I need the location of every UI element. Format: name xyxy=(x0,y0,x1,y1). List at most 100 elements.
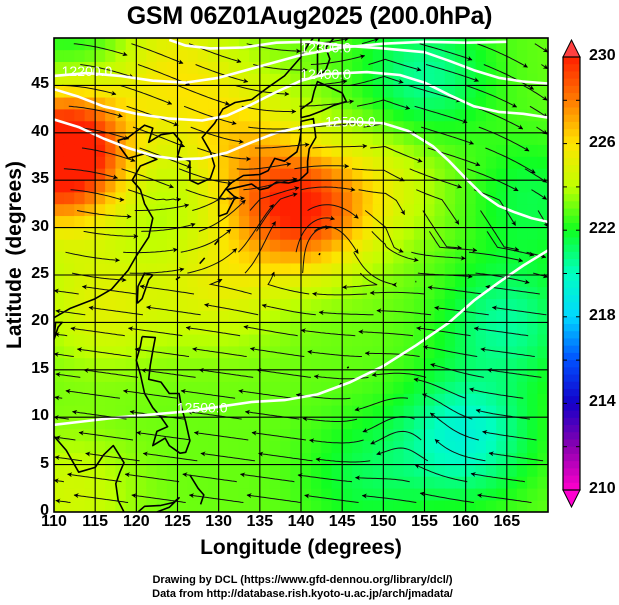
field-cell xyxy=(115,239,127,252)
field-cell xyxy=(331,488,343,501)
field-cell xyxy=(84,227,96,240)
field-cell xyxy=(166,452,178,465)
field-cell xyxy=(383,499,394,512)
field-cell xyxy=(537,179,548,193)
field-cell xyxy=(537,345,548,359)
field-cell xyxy=(290,120,302,134)
field-cell xyxy=(125,49,137,62)
field-cell xyxy=(455,203,466,217)
streamline xyxy=(246,493,302,503)
field-cell xyxy=(393,251,405,264)
field-cell xyxy=(465,262,477,276)
field-cell xyxy=(84,298,96,311)
field-cell xyxy=(527,73,539,86)
field-cell xyxy=(485,168,497,181)
field-cell xyxy=(94,405,106,418)
field-cell xyxy=(187,298,199,311)
field-cell xyxy=(74,108,86,122)
streamline xyxy=(261,303,316,316)
field-cell xyxy=(63,191,75,205)
field-cell xyxy=(393,215,405,228)
field-cell xyxy=(300,452,312,465)
field-cell xyxy=(321,227,333,240)
field-cell xyxy=(393,416,405,430)
field-cell xyxy=(115,61,127,74)
field-cell xyxy=(352,405,364,418)
field-cell xyxy=(63,73,75,86)
field-cell xyxy=(496,108,508,122)
field-cell xyxy=(290,168,302,181)
streamline xyxy=(141,222,196,232)
streamline xyxy=(534,43,548,53)
field-cell xyxy=(537,310,548,323)
field-cell xyxy=(475,144,487,157)
field-cell xyxy=(393,144,405,157)
colorbar-tick-label: 218 xyxy=(589,306,616,324)
field-cell xyxy=(537,333,548,347)
field-cell xyxy=(197,464,209,477)
field-cell xyxy=(331,286,343,299)
field-cell xyxy=(228,61,240,74)
field-cell xyxy=(341,357,353,371)
field-cell xyxy=(74,393,86,406)
field-cell xyxy=(465,179,477,193)
field-cell xyxy=(516,499,528,512)
field-cell xyxy=(496,405,508,418)
field-cell xyxy=(166,38,178,51)
field-cell xyxy=(372,476,384,489)
field-cell xyxy=(166,393,178,406)
streamline xyxy=(198,367,254,378)
field-cell xyxy=(413,38,425,51)
field-cell xyxy=(352,179,364,193)
streamline xyxy=(63,168,118,180)
field-cell xyxy=(156,345,168,359)
colorbar-segment xyxy=(563,136,580,145)
field-cell xyxy=(516,345,528,359)
field-cell xyxy=(341,274,353,288)
field-cell xyxy=(218,262,230,276)
streamline xyxy=(429,412,479,441)
field-cell xyxy=(125,156,137,169)
streamline xyxy=(315,457,371,463)
field-cell xyxy=(485,251,497,264)
field-cell xyxy=(310,156,322,169)
field-cell xyxy=(331,322,343,335)
field-cell xyxy=(485,464,497,477)
field-cell xyxy=(269,179,281,193)
field-cell xyxy=(125,333,137,347)
field-cell xyxy=(280,49,292,62)
field-cell xyxy=(269,203,281,217)
field-cell xyxy=(136,203,147,217)
field-cell xyxy=(300,440,312,454)
field-cell xyxy=(424,73,436,86)
field-cell xyxy=(84,132,96,145)
field-cell xyxy=(269,452,281,465)
field-cell xyxy=(321,322,333,335)
field-cell xyxy=(475,333,487,347)
field-cell xyxy=(331,452,343,465)
field-cell xyxy=(444,440,456,454)
field-cell xyxy=(321,156,333,169)
field-cell xyxy=(156,381,168,394)
field-cell xyxy=(506,215,518,228)
field-cell xyxy=(94,179,106,193)
field-cell xyxy=(383,156,394,169)
field-cell xyxy=(496,120,508,134)
field-cell xyxy=(208,322,219,335)
field-cell xyxy=(496,156,508,169)
field-cell xyxy=(537,156,548,169)
streamline xyxy=(178,168,233,186)
field-cell xyxy=(54,108,65,122)
field-cell xyxy=(177,381,189,394)
field-cell xyxy=(136,191,147,205)
field-cell xyxy=(269,464,281,477)
field-cell xyxy=(249,357,261,371)
field-cell xyxy=(84,405,96,418)
streamline xyxy=(371,231,419,263)
field-cell xyxy=(331,61,343,74)
field-cell xyxy=(94,251,106,264)
field-cell xyxy=(331,499,343,512)
streamline xyxy=(54,478,64,484)
x-tick-label: 155 xyxy=(411,513,438,530)
